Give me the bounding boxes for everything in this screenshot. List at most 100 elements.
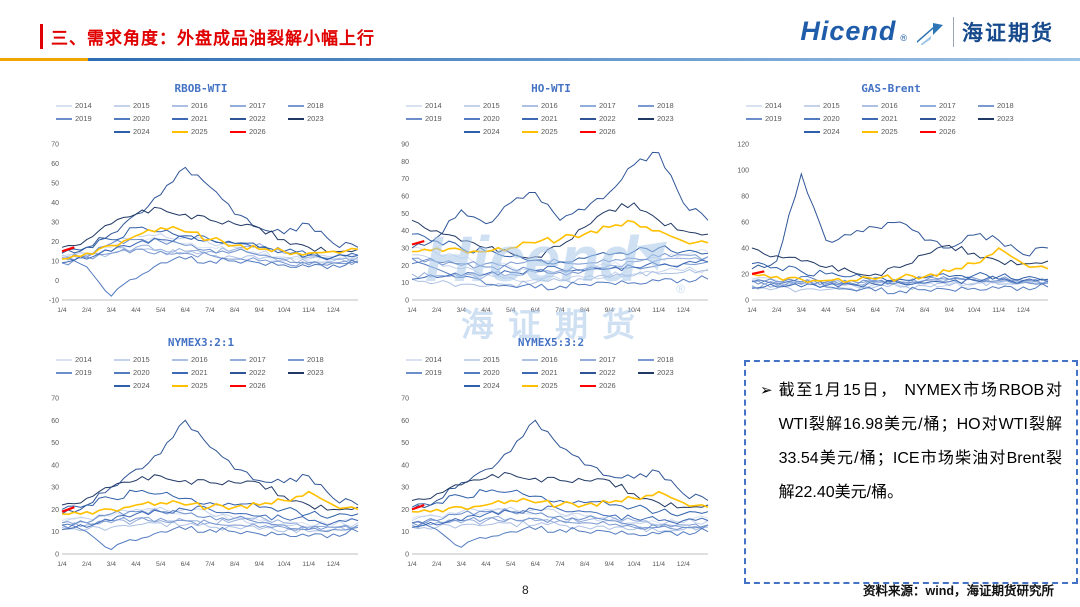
legend-item-2019: 2019 <box>56 366 114 379</box>
svg-text:100: 100 <box>737 168 749 175</box>
legend-item-2014: 2014 <box>406 353 464 366</box>
legend-marker <box>288 371 304 374</box>
legend-item-2017: 2017 <box>230 99 288 112</box>
legend-item-2026: 2026 <box>920 125 978 138</box>
legend-marker <box>172 384 188 387</box>
logo-arrow-icon <box>917 22 943 45</box>
legend-marker <box>580 358 596 361</box>
chart-nymex-532: NYMEX5:3:2 2014 2015 2016 2017 2018 2019 2020 2… <box>386 336 716 570</box>
svg-text:40: 40 <box>401 228 409 235</box>
legend-label: 2024 <box>133 127 150 136</box>
legend-marker <box>522 384 538 387</box>
legend-marker <box>406 117 422 120</box>
legend-label: 2020 <box>823 114 840 123</box>
series-line-2024 <box>61 489 359 519</box>
series-line-2021 <box>411 259 709 280</box>
svg-text:60: 60 <box>401 194 409 201</box>
legend-item-2023: 2023 <box>638 366 696 379</box>
legend-label: 2021 <box>541 368 558 377</box>
legend-label: 2018 <box>997 101 1014 110</box>
legend-label: 2022 <box>939 114 956 123</box>
legend-label: 2020 <box>483 368 500 377</box>
legend-label: 2019 <box>425 114 442 123</box>
legend-label: 2021 <box>191 114 208 123</box>
svg-text:8/4: 8/4 <box>920 307 930 314</box>
legend-item-2025: 2025 <box>522 125 580 138</box>
legend-label: 2026 <box>249 381 266 390</box>
svg-text:8/4: 8/4 <box>230 307 240 314</box>
svg-text:30: 30 <box>51 485 59 492</box>
svg-text:10/4: 10/4 <box>627 561 640 568</box>
legend-item-2016: 2016 <box>522 99 580 112</box>
series-line-2023 <box>411 202 709 259</box>
legend-marker <box>920 130 936 133</box>
legend-label: 2015 <box>823 101 840 110</box>
chart-title: HO-WTI <box>531 82 571 95</box>
svg-text:60: 60 <box>401 418 409 425</box>
svg-text:0: 0 <box>745 298 749 305</box>
svg-text:120: 120 <box>737 142 749 149</box>
svg-text:1/4: 1/4 <box>407 561 417 568</box>
legend-marker <box>862 117 878 120</box>
legend-marker <box>464 384 480 387</box>
legend-item-2016: 2016 <box>522 353 580 366</box>
legend-marker <box>406 358 422 361</box>
svg-text:4/4: 4/4 <box>131 307 141 314</box>
svg-text:11/4: 11/4 <box>652 307 665 314</box>
legend-item-2026: 2026 <box>230 125 288 138</box>
svg-text:4/4: 4/4 <box>481 307 491 314</box>
legend-label: 2020 <box>133 114 150 123</box>
series-line-2025 <box>61 225 359 260</box>
legend-marker <box>230 371 246 374</box>
series-line-2019 <box>61 508 359 533</box>
legend-item-2023: 2023 <box>288 112 346 125</box>
legend-label: 2023 <box>657 368 674 377</box>
legend-label: 2025 <box>541 381 558 390</box>
legend-marker <box>804 104 820 107</box>
legend-label: 2025 <box>541 127 558 136</box>
legend-marker <box>804 130 820 133</box>
svg-text:0: 0 <box>405 552 409 559</box>
svg-text:7/4: 7/4 <box>555 561 565 568</box>
legend-item-2015: 2015 <box>114 353 172 366</box>
legend-item-2015: 2015 <box>804 99 862 112</box>
series-line-2022 <box>61 419 359 515</box>
legend-marker <box>522 358 538 361</box>
svg-text:10: 10 <box>401 529 409 536</box>
svg-text:1/4: 1/4 <box>407 307 417 314</box>
chart-title: NYMEX3:2:1 <box>167 336 235 349</box>
svg-text:50: 50 <box>401 440 409 447</box>
legend-marker <box>172 104 188 107</box>
svg-text:3/4: 3/4 <box>457 307 467 314</box>
series-line-2024 <box>411 489 709 517</box>
legend-item-2015: 2015 <box>464 353 522 366</box>
svg-text:9/4: 9/4 <box>255 561 265 568</box>
svg-text:5/4: 5/4 <box>506 561 516 568</box>
series-line-2024 <box>751 261 1049 282</box>
legend-label: 2025 <box>191 381 208 390</box>
series-line-2026 <box>61 246 75 253</box>
legend-item-2019: 2019 <box>406 112 464 125</box>
series-line-2022 <box>411 151 709 249</box>
legend-item-2017: 2017 <box>920 99 978 112</box>
legend-marker <box>746 104 762 107</box>
legend-marker <box>464 358 480 361</box>
legend-label: 2026 <box>249 127 266 136</box>
source-attribution: 资料来源：wind，海证期货研究所 <box>863 584 1054 598</box>
legend-item-2016: 2016 <box>172 353 230 366</box>
legend-marker <box>230 384 246 387</box>
legend-marker <box>464 104 480 107</box>
svg-text:20: 20 <box>401 507 409 514</box>
legend-item-2019: 2019 <box>56 112 114 125</box>
svg-text:9/4: 9/4 <box>605 561 615 568</box>
legend-item-2020: 2020 <box>114 366 172 379</box>
legend-label: 2025 <box>191 127 208 136</box>
series-line-2014 <box>411 508 709 526</box>
legend-label: 2017 <box>599 355 616 364</box>
series-line-2025 <box>411 490 709 513</box>
series-line-2018 <box>61 248 359 267</box>
legend-item-2022: 2022 <box>230 112 288 125</box>
svg-text:50: 50 <box>51 181 59 188</box>
legend-label: 2014 <box>75 101 92 110</box>
